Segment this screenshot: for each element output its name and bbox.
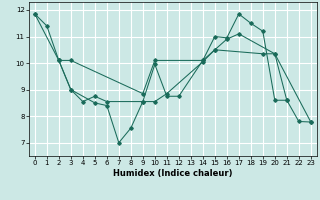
X-axis label: Humidex (Indice chaleur): Humidex (Indice chaleur) [113,169,233,178]
